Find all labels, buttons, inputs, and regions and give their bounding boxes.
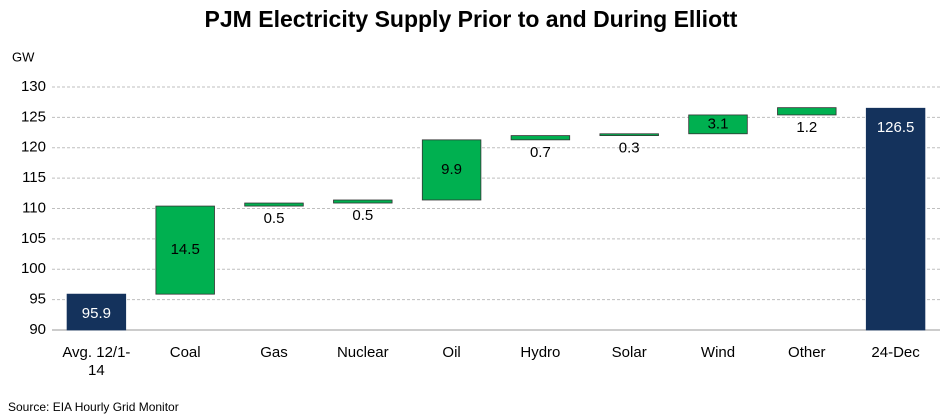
x-tick-label: Avg. 12/1-14 bbox=[62, 344, 131, 379]
y-tick-label: 105 bbox=[21, 230, 46, 247]
data-label: 0.5 bbox=[264, 210, 285, 227]
data-label: 0.5 bbox=[352, 207, 373, 224]
chart-title: PJM Electricity Supply Prior to and Duri… bbox=[205, 6, 738, 32]
bar bbox=[688, 114, 748, 135]
data-label: 0.3 bbox=[619, 140, 640, 157]
y-tick-label: 95 bbox=[29, 291, 46, 308]
bar bbox=[421, 139, 482, 201]
x-tick-label: Gas bbox=[260, 344, 288, 361]
y-tick-label: 110 bbox=[22, 199, 46, 216]
x-tick-label: Nuclear bbox=[336, 344, 389, 361]
data-label: 14.5 bbox=[171, 241, 200, 258]
bar bbox=[155, 205, 215, 295]
x-tick-label: 24-Dec bbox=[871, 344, 920, 361]
x-tick-label: Oil bbox=[442, 344, 461, 361]
data-label: 95.9 bbox=[82, 305, 111, 322]
data-label: 0.7 bbox=[530, 144, 551, 161]
x-tick-label: Other bbox=[788, 344, 826, 361]
x-tick-label: Coal bbox=[169, 344, 201, 361]
bar bbox=[865, 107, 926, 331]
source: Source: EIA Hourly Grid Monitor bbox=[8, 400, 179, 414]
x-tick-label: Hydro bbox=[520, 344, 561, 361]
y-tick-label: 115 bbox=[22, 169, 46, 186]
data-label: 3.1 bbox=[708, 115, 729, 132]
y-tick-label: 130 bbox=[21, 78, 46, 95]
y-tick-label: 120 bbox=[21, 139, 46, 156]
bar bbox=[510, 135, 571, 141]
data-label: 1.2 bbox=[796, 119, 817, 136]
bar bbox=[599, 133, 659, 136]
y-tick-label: 90 bbox=[29, 321, 46, 338]
bar bbox=[244, 202, 304, 207]
x-tick-label: Solar bbox=[611, 344, 647, 361]
data-label: 9.9 bbox=[441, 161, 462, 178]
bar bbox=[777, 107, 837, 116]
y-tick-label: 100 bbox=[21, 260, 46, 277]
bar bbox=[66, 293, 127, 331]
bar bbox=[333, 199, 393, 204]
data-label: 126.5 bbox=[877, 119, 915, 136]
x-tick-label: Wind bbox=[700, 344, 736, 361]
y-axis-label: GW bbox=[12, 49, 35, 64]
y-tick-label: 125 bbox=[21, 108, 46, 125]
